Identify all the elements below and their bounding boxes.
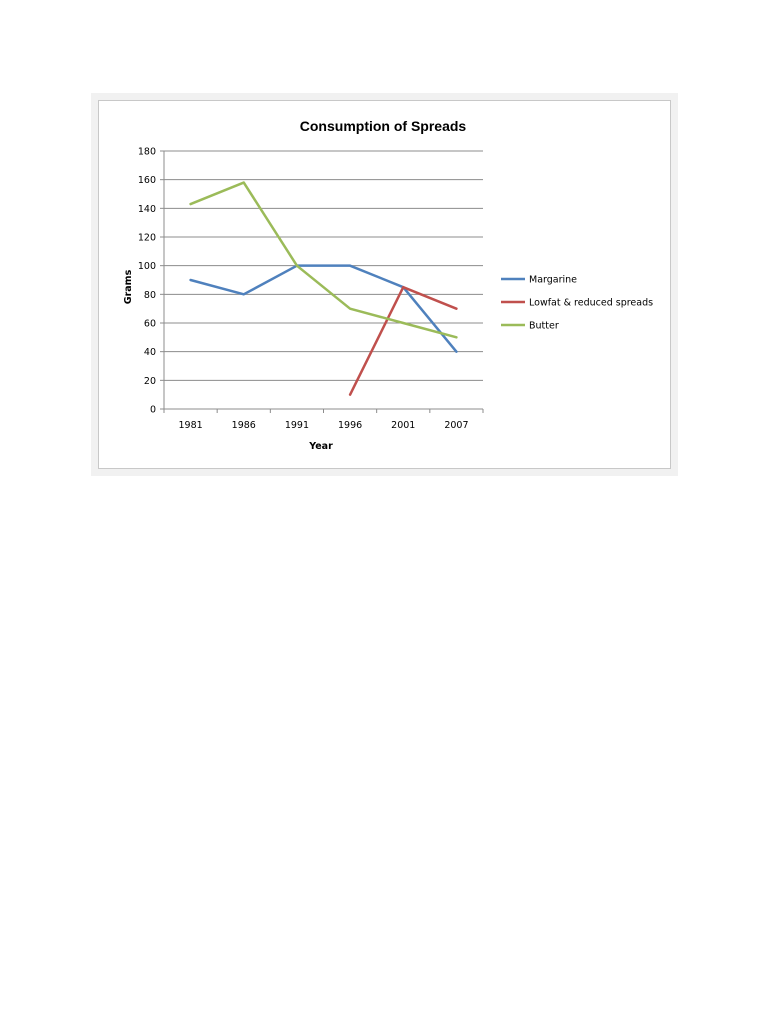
- series-line: [189, 181, 458, 339]
- series-margarine: [189, 264, 458, 353]
- chart-frame: Consumption of Spreads 0 20 40 60 80 100 120 14…: [91, 93, 678, 476]
- series-butter: [189, 181, 458, 339]
- gridlines: [164, 150, 483, 381]
- x-tick-label: 1981: [178, 420, 202, 431]
- series-lowfat-reduced-spreads: [348, 285, 458, 396]
- y-tick-label: 100: [138, 261, 156, 272]
- legend-item: Lowfat & reduced spreads: [501, 298, 653, 309]
- legend-label: Margarine: [529, 275, 577, 286]
- x-axis-title: Year: [308, 441, 333, 452]
- legend-label: Butter: [529, 321, 559, 332]
- y-tick-label: 60: [144, 319, 156, 330]
- chart-title: Consumption of Spreads: [300, 118, 467, 134]
- series-line: [189, 264, 458, 353]
- x-tick-label: 2001: [391, 420, 415, 431]
- y-tick-labels: 0 20 40 60 80 100 120 140 160 180: [138, 147, 156, 416]
- x-tick-label: 1991: [285, 420, 309, 431]
- y-tick-label: 180: [138, 147, 156, 158]
- x-tick-label: 1996: [338, 420, 362, 431]
- y-tick-label: 80: [144, 290, 156, 301]
- legend: Margarine Lowfat & reduced spreads Butter: [501, 275, 653, 332]
- y-tick-label: 140: [138, 204, 156, 215]
- x-tick-label: 1986: [232, 420, 256, 431]
- legend-item: Butter: [501, 321, 559, 332]
- y-tick-label: 120: [138, 233, 156, 244]
- y-tick-label: 160: [138, 175, 156, 186]
- y-tick-label: 20: [144, 376, 156, 387]
- x-tick-label: 2007: [444, 420, 468, 431]
- legend-label: Lowfat & reduced spreads: [529, 298, 653, 309]
- y-axis-title: Grams: [123, 269, 134, 304]
- series-line: [348, 285, 458, 396]
- series-lines: [189, 181, 458, 396]
- x-tick-labels: 1981 1986 1991 1996 2001 2007: [178, 420, 468, 431]
- legend-item: Margarine: [501, 275, 577, 286]
- y-tick-label: 40: [144, 347, 156, 358]
- axes: [160, 150, 484, 413]
- y-tick-label: 0: [150, 405, 156, 416]
- chart-area: [98, 100, 671, 469]
- line-chart: Consumption of Spreads 0 20 40 60 80 100 120 14…: [123, 118, 653, 452]
